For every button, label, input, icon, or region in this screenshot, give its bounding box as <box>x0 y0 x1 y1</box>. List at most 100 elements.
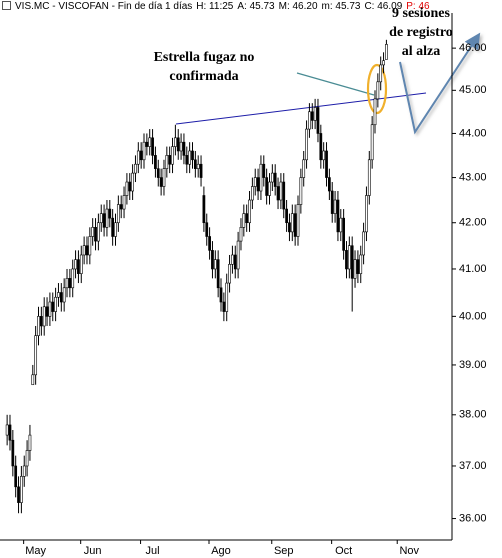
candle-body <box>322 150 326 161</box>
candle-body <box>296 204 300 237</box>
candle-body <box>216 259 220 289</box>
x-tick-label: Jun <box>84 545 102 557</box>
candle-body <box>185 155 189 165</box>
candle-body <box>28 434 32 451</box>
candle-body <box>222 301 226 312</box>
highlight-ellipse <box>366 63 388 115</box>
candle-body <box>148 137 152 147</box>
candle-body <box>116 204 120 224</box>
candle-body <box>225 282 229 312</box>
y-tick-label: 42.00 <box>459 217 487 229</box>
header: VIS.MC - VISCOFAN - Fin de día 1 días H: … <box>0 0 502 14</box>
candle-body <box>310 111 314 121</box>
candle-body <box>134 163 137 174</box>
x-tick-label: May <box>25 545 46 557</box>
candle-body <box>350 245 354 279</box>
candle-body <box>136 150 140 165</box>
candle-body <box>276 186 280 201</box>
candle-body <box>125 181 129 196</box>
y-tick-label: 36.00 <box>459 512 487 524</box>
candle-body <box>162 168 166 187</box>
x-tick-label: Ago <box>211 545 231 557</box>
candle-body <box>48 301 52 317</box>
candle-body <box>171 146 174 165</box>
candle-body <box>14 465 18 488</box>
candle-body <box>17 486 20 503</box>
candle-body <box>333 199 337 214</box>
header-field: C: 46.09 <box>364 1 403 12</box>
y-tick-label: 37.00 <box>459 460 487 472</box>
candle-body <box>251 186 254 201</box>
candle-body <box>365 195 368 233</box>
candle-body <box>88 236 92 256</box>
x-tick-label: Nov <box>399 545 419 557</box>
candle-body <box>288 222 291 233</box>
candle-body <box>259 163 263 192</box>
x-tick-label: Jul <box>146 545 160 557</box>
candle-body <box>256 177 260 192</box>
annotation: confirmada <box>169 69 238 84</box>
candle-body <box>111 217 115 237</box>
candle-body <box>82 245 86 256</box>
header-field: H: 11:25 <box>196 1 234 12</box>
candle-body <box>313 107 317 121</box>
candle-body <box>330 190 334 214</box>
candle-body <box>328 177 331 192</box>
candle-body <box>236 240 240 270</box>
annotation: Estrella fugaz no <box>154 50 255 65</box>
candle-body <box>39 316 43 327</box>
candle-body <box>8 424 12 441</box>
y-tick-label: 40.00 <box>459 310 487 322</box>
candle-body <box>305 128 308 161</box>
y-tick-label: 38.00 <box>459 409 487 421</box>
trend-arrow <box>399 32 481 135</box>
candle-body <box>370 124 374 161</box>
candle-body <box>42 306 46 327</box>
icon <box>2 1 11 10</box>
candle-body <box>11 439 15 467</box>
candle-body <box>208 236 211 251</box>
candle-body <box>79 254 83 274</box>
candle-body <box>168 155 172 165</box>
y-tick-label: 44.00 <box>459 127 487 139</box>
candle-body <box>108 208 112 219</box>
candle-body <box>233 254 237 270</box>
candle-body <box>188 150 192 165</box>
candle-body <box>342 217 346 251</box>
candle-body <box>85 245 89 256</box>
candle-body <box>248 199 251 224</box>
candle-body <box>51 301 55 312</box>
candle-body <box>57 292 60 298</box>
candle-body <box>156 168 160 178</box>
candle-body <box>114 222 117 237</box>
candle-body <box>128 181 132 192</box>
candle-body <box>285 208 288 224</box>
candle-body <box>20 476 23 503</box>
candle-body <box>239 226 243 242</box>
candle-body <box>74 259 77 270</box>
candle-body <box>119 204 123 210</box>
candle-body <box>290 213 294 233</box>
candle-body <box>325 150 328 178</box>
y-tick-label: 41.00 <box>459 263 487 275</box>
candle-body <box>231 254 234 265</box>
candle-body <box>367 159 371 196</box>
candle-body <box>376 81 380 100</box>
candle-body <box>205 222 209 237</box>
resistance-line <box>175 92 427 125</box>
candle-body <box>22 465 26 477</box>
candle-body <box>174 137 177 147</box>
candle-body <box>262 163 266 178</box>
candle-body <box>91 226 95 237</box>
candle-body <box>242 213 246 228</box>
candle-body <box>245 213 249 224</box>
y-tick-label: 39.00 <box>459 359 487 371</box>
candle-body <box>97 222 100 242</box>
candle-body <box>211 250 214 270</box>
y-tick-label: 43.00 <box>459 171 487 183</box>
candle-body <box>347 245 351 270</box>
candle-body <box>31 374 35 386</box>
candle-body <box>165 155 169 169</box>
